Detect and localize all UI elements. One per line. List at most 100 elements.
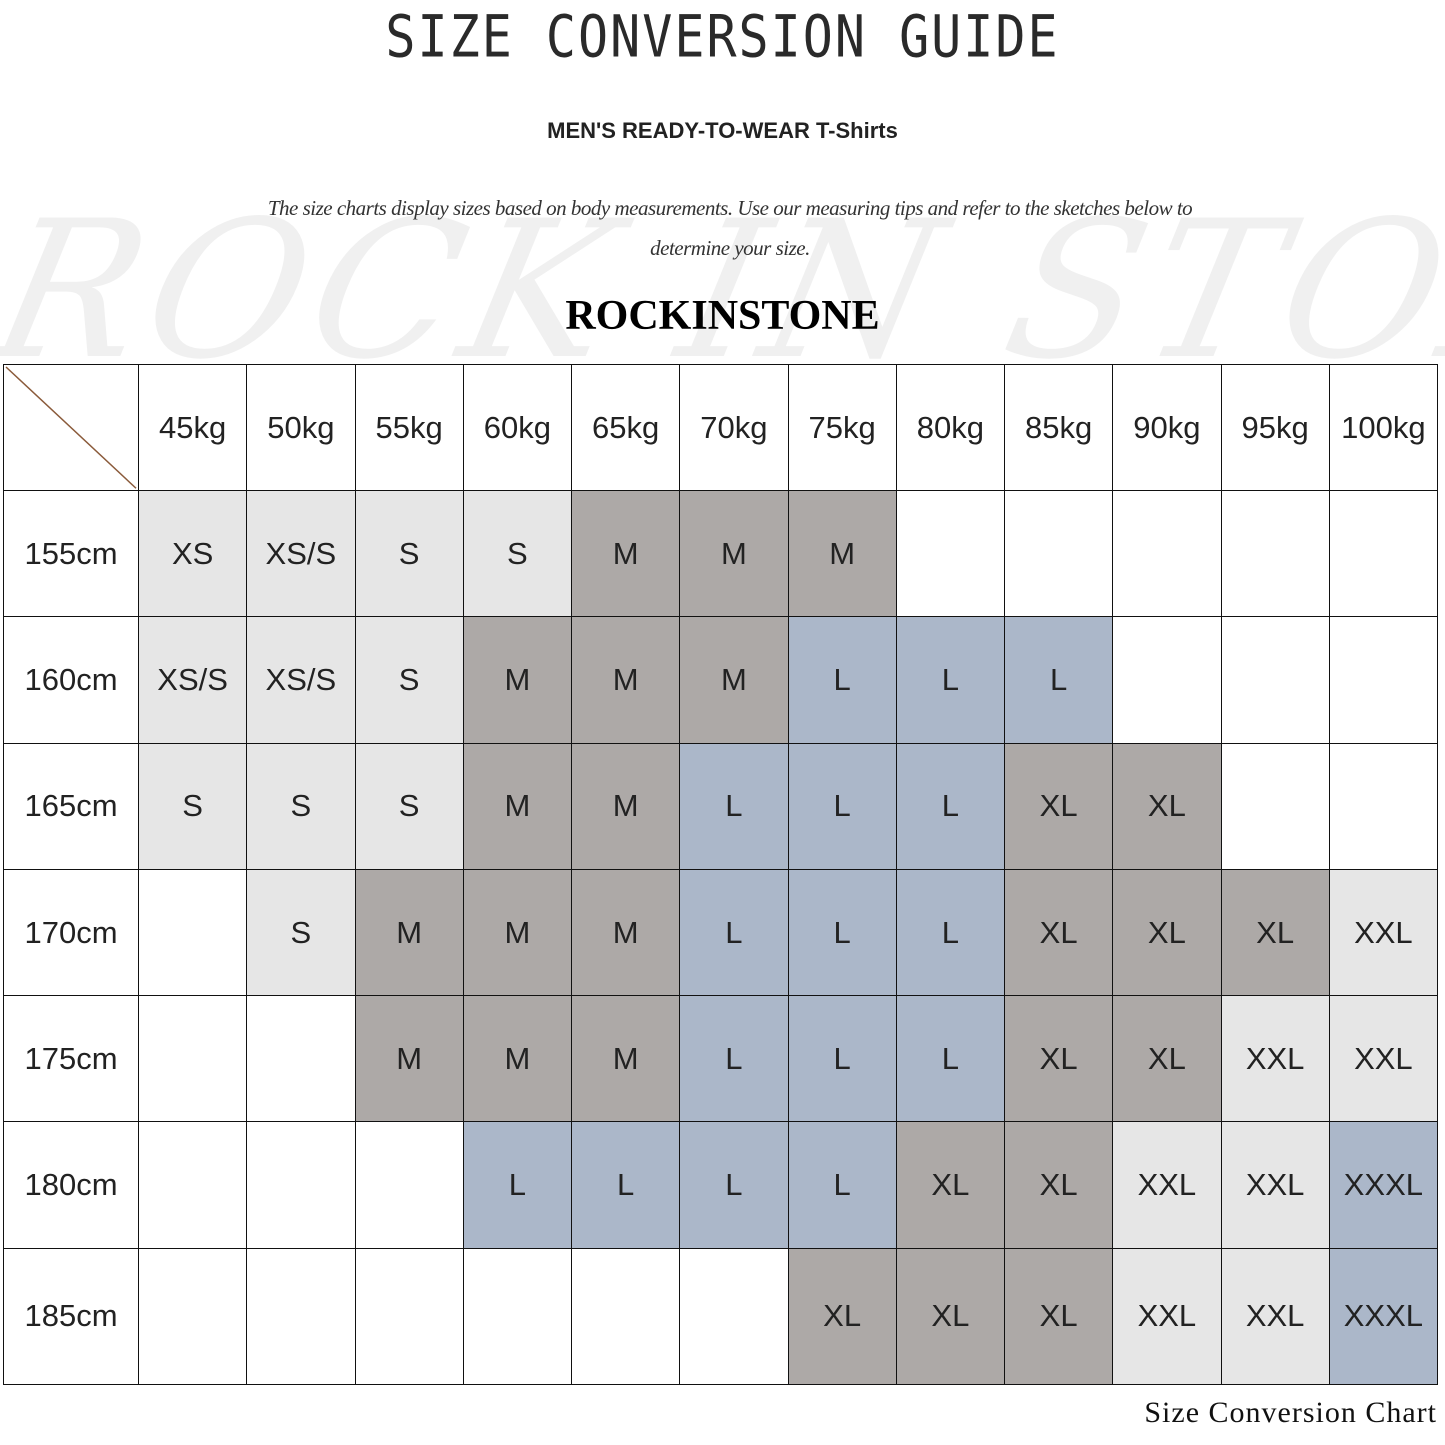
size-cell: XXXL <box>1328 1247 1439 1386</box>
size-cell: L <box>787 742 897 870</box>
size-cell <box>137 1247 248 1386</box>
height-header: 170cm <box>3 868 139 997</box>
weight-header: 85kg <box>1003 363 1114 492</box>
size-cell <box>1328 490 1439 618</box>
size-cell <box>246 1247 356 1386</box>
size-cell: L <box>895 995 1006 1123</box>
size-cell: XXL <box>1220 995 1330 1123</box>
size-cell: M <box>570 490 681 618</box>
description: The size charts display sizes based on b… <box>267 196 1193 260</box>
size-cell <box>1112 490 1222 618</box>
size-cell: L <box>895 616 1006 744</box>
weight-header: 55kg <box>354 363 464 492</box>
size-cell <box>1112 616 1222 744</box>
size-cell: M <box>570 868 681 997</box>
size-cell: S <box>354 490 464 618</box>
size-cell: M <box>462 742 573 870</box>
size-cell: XS <box>137 490 248 618</box>
size-cell: M <box>354 995 464 1123</box>
size-cell: XL <box>1112 742 1222 870</box>
corner-cell <box>3 363 139 492</box>
size-cell: L <box>895 742 1006 870</box>
size-cell: XXL <box>1328 995 1439 1123</box>
size-cell: L <box>570 1121 681 1249</box>
size-cell: L <box>679 995 789 1123</box>
size-cell: XL <box>1003 868 1114 997</box>
weight-header: 65kg <box>570 363 681 492</box>
size-cell <box>246 995 356 1123</box>
size-cell <box>354 1121 464 1249</box>
size-table: 45kg 50kg 55kg 60kg 65kg 70kg 75kg 80kg 85kg 90kg… <box>3 363 1439 1386</box>
table-row: 155cm XS XS/S S S M M M <box>3 490 1439 618</box>
size-cell <box>1328 616 1439 744</box>
weight-header: 45kg <box>137 363 248 492</box>
height-header: 185cm <box>3 1247 139 1386</box>
weight-header: 80kg <box>895 363 1006 492</box>
size-cell: XS/S <box>246 490 356 618</box>
size-cell <box>1220 616 1330 744</box>
page-title: SIZE CONVERSION GUIDE <box>385 3 1060 71</box>
size-cell <box>1220 742 1330 870</box>
size-cell: XXL <box>1220 1247 1330 1386</box>
size-cell: L <box>787 995 897 1123</box>
table-row: 165cm S S S M M L L L XL XL <box>3 742 1439 870</box>
size-cell: XL <box>1112 995 1222 1123</box>
size-cell: M <box>462 616 573 744</box>
size-cell <box>137 868 248 997</box>
size-cell: M <box>679 616 789 744</box>
size-cell: XL <box>895 1247 1006 1386</box>
table-row: 180cm L L L L XL XL XXL XXL XXXL <box>3 1121 1439 1249</box>
size-cell: XXL <box>1112 1247 1222 1386</box>
size-cell <box>462 1247 573 1386</box>
weight-header: 75kg <box>787 363 897 492</box>
weight-header: 50kg <box>246 363 356 492</box>
size-cell: M <box>354 868 464 997</box>
height-header: 175cm <box>3 995 139 1123</box>
weight-header: 70kg <box>679 363 789 492</box>
size-cell: S <box>246 868 356 997</box>
size-cell: XL <box>1003 1121 1114 1249</box>
height-header: 180cm <box>3 1121 139 1249</box>
table-row: 185cm XL XL XL XXL XXL XXXL <box>3 1247 1439 1386</box>
size-cell <box>354 1247 464 1386</box>
size-cell: S <box>354 742 464 870</box>
size-cell <box>246 1121 356 1249</box>
table-row: 160cm XS/S XS/S S M M M L L L <box>3 616 1439 744</box>
size-cell: S <box>462 490 573 618</box>
size-cell: L <box>679 742 789 870</box>
footer-caption: Size Conversion Chart <box>1144 1396 1437 1429</box>
size-cell: L <box>895 868 1006 997</box>
size-cell <box>137 1121 248 1249</box>
size-cell: XL <box>1112 868 1222 997</box>
size-cell: M <box>462 995 573 1123</box>
size-cell: L <box>462 1121 573 1249</box>
diagonal-divider <box>5 366 137 489</box>
table-row: 170cm S M M M L L L XL XL XL XXL <box>3 868 1439 997</box>
size-cell: M <box>787 490 897 618</box>
size-cell <box>679 1247 789 1386</box>
table-row: 175cm M M M L L L XL XL XXL XXL <box>3 995 1439 1123</box>
size-cell <box>1328 742 1439 870</box>
size-cell: XXXL <box>1328 1121 1439 1249</box>
size-cell: XS/S <box>137 616 248 744</box>
size-cell: XL <box>1003 1247 1114 1386</box>
size-cell: XXL <box>1328 868 1439 997</box>
subtitle: MEN'S READY-TO-WEAR T-Shirts <box>547 118 898 143</box>
header-row: 45kg 50kg 55kg 60kg 65kg 70kg 75kg 80kg 85kg 90kg… <box>3 363 1439 492</box>
size-cell <box>1003 490 1114 618</box>
size-cell: L <box>787 1121 897 1249</box>
weight-header: 90kg <box>1112 363 1222 492</box>
height-header: 155cm <box>3 490 139 618</box>
size-cell: M <box>570 616 681 744</box>
size-cell <box>570 1247 681 1386</box>
size-cell: XL <box>1220 868 1330 997</box>
size-cell <box>895 490 1006 618</box>
size-cell <box>1220 490 1330 618</box>
size-cell: M <box>462 868 573 997</box>
size-cell: XS/S <box>246 616 356 744</box>
size-cell: XXL <box>1112 1121 1222 1249</box>
size-cell: S <box>137 742 248 870</box>
size-cell: M <box>570 742 681 870</box>
brand-name: ROCKINSTONE <box>565 293 880 339</box>
weight-header: 100kg <box>1328 363 1439 492</box>
